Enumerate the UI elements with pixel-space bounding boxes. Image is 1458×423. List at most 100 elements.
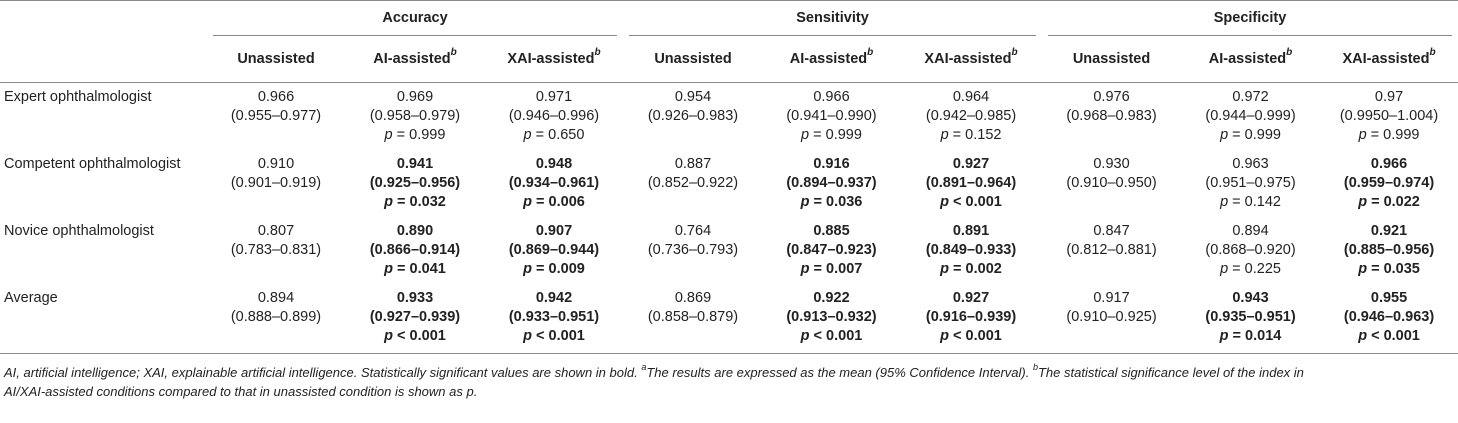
group-rule-accuracy-start	[207, 35, 345, 36]
cell-mean: 0.955	[1370, 290, 1408, 306]
cell-p: p = 0.014	[1219, 328, 1282, 344]
cell-ci: (0.849–0.933)	[925, 242, 1017, 258]
cell-mean: 0.972	[1232, 89, 1269, 105]
cell-p: p = 0.225	[1220, 261, 1281, 277]
subheader-label: XAI-assisted	[507, 51, 595, 67]
cell-mean: 0.943	[1232, 290, 1269, 306]
cell-mean: 0.942	[535, 290, 573, 306]
footnote-abbreviations: AI, artificial intelligence; XAI, explai…	[4, 365, 638, 380]
cell-mean: 0.969	[396, 89, 434, 105]
results-table: Accuracy Sensitivity Specificity Unassis…	[0, 0, 1458, 354]
table-cell: 0.887 (0.852–0.922)	[623, 150, 763, 217]
cell-ci: (0.910–0.950)	[1066, 175, 1157, 191]
cell-p: p < 0.001	[1358, 328, 1420, 344]
table-header: Accuracy Sensitivity Specificity Unassis…	[0, 0, 1458, 83]
cell-p: p = 0.152	[940, 127, 1002, 143]
table-cell: 0.969 (0.958–0.979) p = 0.999	[345, 83, 485, 151]
footnote-b-text: The statistical significance level of th…	[1037, 365, 1304, 380]
table-cell: 0.847 (0.812–0.881)	[1042, 217, 1181, 284]
cell-p: p = 0.022	[1358, 194, 1420, 210]
table-cell: 0.941 (0.925–0.956) p = 0.032	[345, 150, 485, 217]
table-row: Novice ophthalmologist 0.807 (0.783–0.831)…	[0, 217, 1458, 284]
cell-p: p = 0.041	[384, 261, 446, 277]
footnote-marker-b: b	[1032, 361, 1038, 372]
group-rule-row	[0, 35, 1458, 36]
subheader-sensitivity-unassisted: Unassisted	[623, 36, 763, 83]
table-cell: 0.916 (0.894–0.937) p = 0.036	[763, 150, 900, 217]
cell-mean: 0.910	[257, 156, 295, 172]
cell-mean: 0.847	[1093, 223, 1130, 239]
cell-mean: 0.807	[257, 223, 295, 239]
cell-mean: 0.887	[674, 156, 712, 172]
table-cell: 0.966 (0.955–0.977)	[207, 83, 345, 151]
subheader-label: XAI-assisted	[924, 51, 1012, 67]
cell-p: p = 0.999	[1358, 127, 1420, 143]
cell-ci: (0.891–0.964)	[925, 175, 1017, 191]
subheader-label: Unassisted	[237, 51, 315, 67]
cell-mean: 0.764	[674, 223, 712, 239]
group-rule-specificity-mid	[1181, 35, 1321, 36]
group-header-accuracy: Accuracy	[207, 0, 623, 35]
subheader-sup: b	[594, 47, 601, 59]
cell-p: p = 0.999	[1220, 127, 1281, 143]
cell-mean: 0.885	[813, 223, 850, 239]
table-cell: 0.917 (0.910–0.925)	[1042, 284, 1182, 354]
cell-ci: (0.868–0.920)	[1205, 242, 1296, 258]
subheader-sup: b	[1429, 47, 1436, 59]
group-header-row: Accuracy Sensitivity Specificity	[0, 0, 1458, 35]
cell-mean: 0.966	[1370, 156, 1408, 172]
cell-ci: (0.933–0.951)	[508, 309, 600, 325]
subheader-sup: b	[1011, 47, 1018, 59]
header-blank-cell	[0, 0, 207, 35]
cell-p: p < 0.001	[800, 328, 863, 344]
cell-p: p = 0.009	[523, 261, 585, 277]
table-cell: 0.976 (0.968–0.983)	[1042, 83, 1181, 151]
cell-ci: (0.852–0.922)	[647, 175, 739, 191]
group-header-sensitivity: Sensitivity	[623, 0, 1043, 35]
footnote-a-text: The results are expressed as the mean (9…	[646, 365, 1030, 380]
subheader-specificity-xai-assisted: XAI-assistedb	[1320, 36, 1458, 83]
subheader-sensitivity-ai-assisted: AI-assistedb	[763, 36, 900, 83]
subheader-label: XAI-assisted	[1342, 51, 1430, 67]
table-cell: 0.927 (0.891–0.964) p < 0.001	[900, 150, 1042, 217]
table-cell: 0.890 (0.866–0.914) p = 0.041	[345, 217, 485, 284]
table-cell: 0.964 (0.942–0.985) p = 0.152	[900, 83, 1042, 151]
cell-ci: (0.925–0.956)	[369, 175, 461, 191]
table-cell: 0.966 (0.959–0.974) p = 0.022	[1320, 150, 1458, 217]
table-cell: 0.948 (0.934–0.961) p = 0.006	[485, 150, 623, 217]
table-cell: 0.971 (0.946–0.996) p = 0.650	[485, 83, 623, 151]
cell-p: p = 0.036	[800, 194, 863, 210]
cell-p: p = 0.999	[384, 127, 446, 143]
cell-ci: (0.866–0.914)	[369, 242, 461, 258]
cell-ci: (0.869–0.944)	[508, 242, 600, 258]
cell-p: p < 0.001	[523, 328, 585, 344]
cell-mean: 0.954	[674, 89, 712, 105]
cell-mean: 0.917	[1093, 290, 1130, 306]
cell-ci: (0.951–0.975)	[1205, 175, 1296, 191]
table-cell: 0.97 (0.9950–1.004) p = 0.999	[1320, 83, 1458, 151]
subheader-sup: b	[867, 47, 874, 59]
table-cell: 0.963 (0.951–0.975) p = 0.142	[1181, 150, 1320, 217]
cell-p: p = 0.002	[940, 261, 1002, 277]
subheader-accuracy-xai-assisted: XAI-assistedb	[485, 36, 623, 83]
cell-ci: (0.946–0.963)	[1343, 309, 1435, 325]
cell-mean: 0.921	[1370, 223, 1408, 239]
table-cell: 0.922 (0.913–0.932) p < 0.001	[763, 284, 900, 354]
group-header-specificity: Specificity	[1042, 0, 1458, 35]
cell-mean: 0.976	[1093, 89, 1130, 105]
results-table-container: Accuracy Sensitivity Specificity Unassis…	[0, 0, 1458, 399]
cell-ci: (0.926–0.983)	[647, 108, 739, 124]
cell-ci: (0.783–0.831)	[230, 242, 322, 258]
subheader-sup: b	[1286, 47, 1293, 59]
cell-mean: 0.971	[535, 89, 573, 105]
cell-mean: 0.891	[952, 223, 990, 239]
cell-ci: (0.847–0.923)	[786, 242, 877, 258]
cell-ci: (0.934–0.961)	[508, 175, 600, 191]
table-cell: 0.869 (0.858–0.879)	[623, 284, 763, 354]
cell-p: p = 0.006	[523, 194, 585, 210]
table-cell: 0.894 (0.888–0.899)	[207, 284, 345, 354]
cell-ci: (0.885–0.956)	[1343, 242, 1435, 258]
cell-p: p = 0.032	[384, 194, 446, 210]
cell-ci: (0.942–0.985)	[925, 108, 1017, 124]
cell-ci: (0.958–0.979)	[369, 108, 461, 124]
